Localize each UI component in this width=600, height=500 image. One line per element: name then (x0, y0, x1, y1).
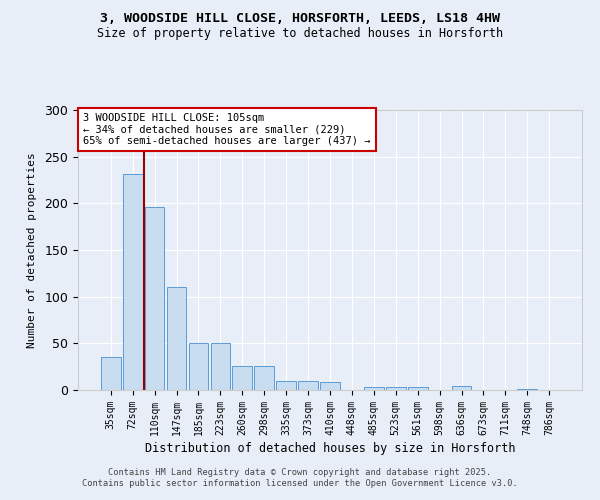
Bar (452, 386, 472, 390)
Y-axis label: Number of detached properties: Number of detached properties (28, 152, 37, 348)
Bar (211, 344, 230, 390)
Text: Contains HM Land Registry data © Crown copyright and database right 2025.
Contai: Contains HM Land Registry data © Crown c… (82, 468, 518, 487)
Bar (517, 389, 537, 390)
Bar (232, 366, 252, 390)
Bar (408, 387, 428, 390)
X-axis label: Distribution of detached houses by size in Horsforth: Distribution of detached houses by size … (145, 442, 515, 455)
Bar (320, 382, 340, 390)
Bar (276, 380, 296, 390)
Text: 3 WOODSIDE HILL CLOSE: 105sqm
← 34% of detached houses are smaller (229)
65% of : 3 WOODSIDE HILL CLOSE: 105sqm ← 34% of d… (83, 113, 371, 146)
Bar (167, 288, 187, 390)
Text: 3, WOODSIDE HILL CLOSE, HORSFORTH, LEEDS, LS18 4HW: 3, WOODSIDE HILL CLOSE, HORSFORTH, LEEDS… (100, 12, 500, 26)
Bar (188, 344, 208, 390)
Bar (298, 380, 318, 390)
Text: Size of property relative to detached houses in Horsforth: Size of property relative to detached ho… (97, 28, 503, 40)
Bar (101, 358, 121, 390)
Bar (254, 366, 274, 390)
Bar (145, 207, 164, 390)
Bar (364, 387, 384, 390)
Bar (386, 387, 406, 390)
Bar (123, 174, 143, 390)
